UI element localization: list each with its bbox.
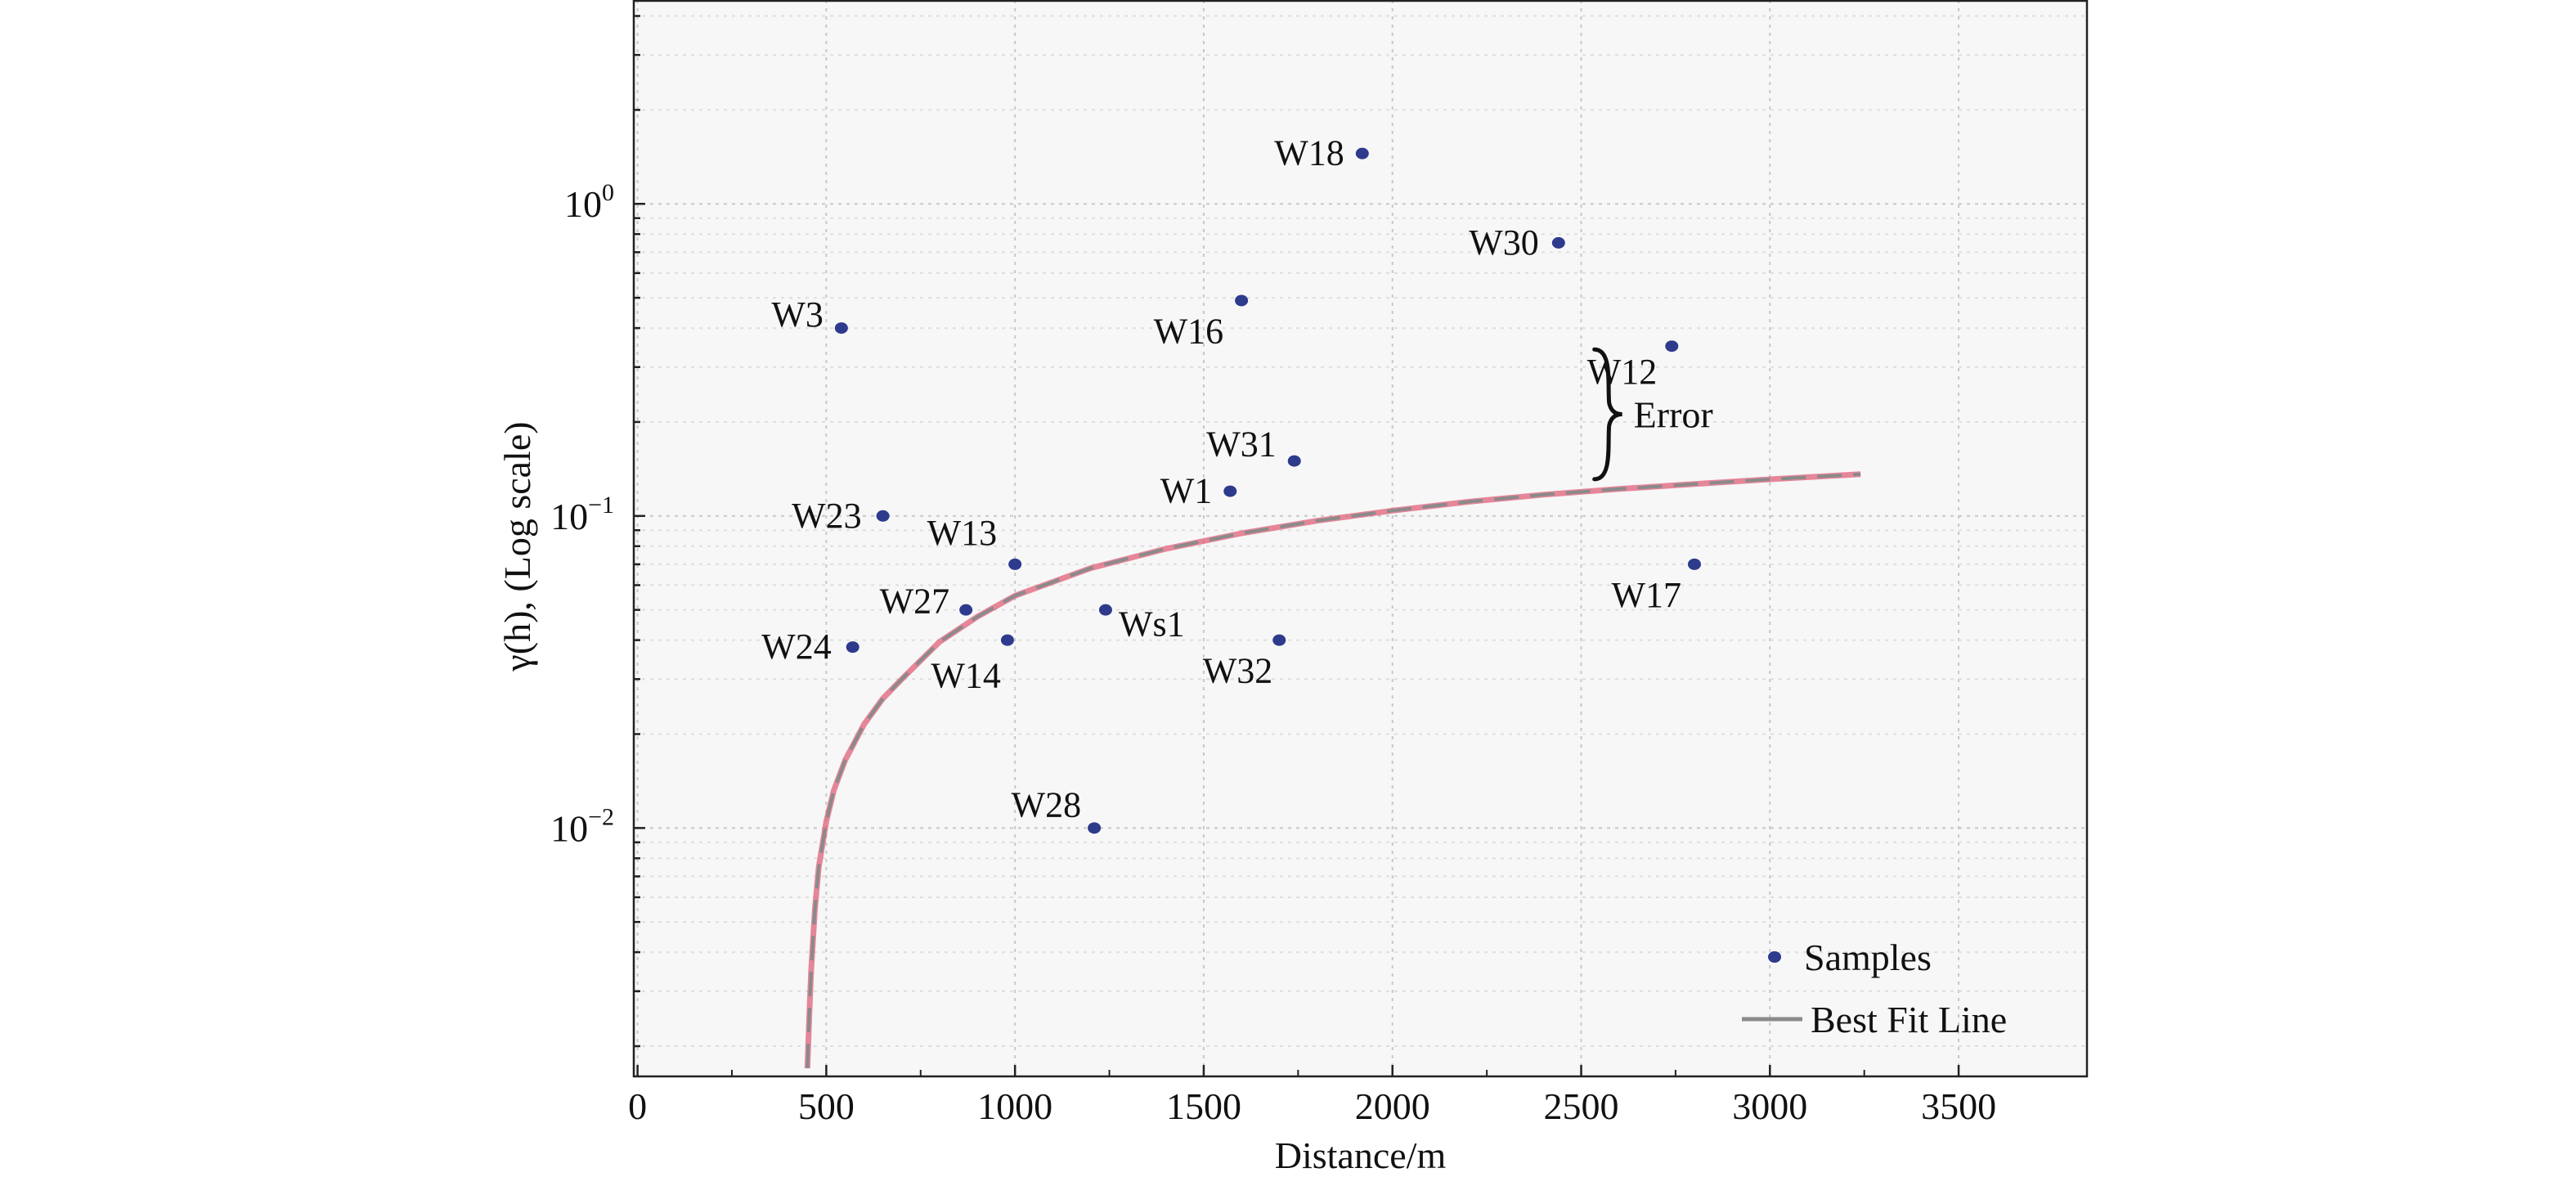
x-tick-label: 1500 xyxy=(1166,1085,1241,1127)
sample-point xyxy=(834,322,848,335)
sample-label: W14 xyxy=(931,656,1001,696)
y-tick-label: 100 xyxy=(564,179,614,225)
error-annotation: Error xyxy=(1592,347,1713,482)
sample-label: W31 xyxy=(1206,425,1277,465)
sample-label: W18 xyxy=(1274,133,1344,173)
sample-point xyxy=(1088,822,1102,834)
sample-label: W24 xyxy=(761,627,832,667)
error-label: Error xyxy=(1634,394,1713,436)
legend-fit-label: Best Fit Line xyxy=(1811,999,2007,1040)
legend: Samples Best Fit Line xyxy=(1742,937,2007,1040)
x-tick-label: 2500 xyxy=(1544,1085,1619,1127)
x-tick-label: 3000 xyxy=(1732,1085,1807,1127)
plot-frame xyxy=(632,0,2089,1078)
x-tick-label: 0 xyxy=(628,1085,647,1127)
grid-lines xyxy=(634,0,2087,1076)
plot-background xyxy=(634,0,2087,1076)
y-tick-label: 10−1 xyxy=(550,492,614,537)
error-brace xyxy=(1592,347,1622,482)
sample-label: W27 xyxy=(880,582,950,622)
sample-label: W32 xyxy=(1203,651,1273,691)
sample-point xyxy=(1287,455,1301,467)
plot-area: W18 W30 W16 W3 W12 W31 W1 W23 W13 W17 W27 Ws1 W14 W32… xyxy=(632,0,2089,1078)
legend-samples-label: Samples xyxy=(1804,937,1932,978)
x-tick-label: 500 xyxy=(798,1085,855,1127)
sample-label: W13 xyxy=(927,513,998,553)
sample-label: W16 xyxy=(1154,311,1224,351)
sample-label: W3 xyxy=(771,294,824,335)
best-fit-line-layer xyxy=(804,471,1861,1069)
sample-point xyxy=(1355,147,1369,159)
sample-label: W12 xyxy=(1587,352,1658,392)
sample-label: W28 xyxy=(1012,784,1082,824)
x-axis-title: Distance/m xyxy=(1275,1134,1447,1176)
sample-point xyxy=(1235,294,1249,307)
sample-label: Ws1 xyxy=(1119,604,1185,645)
sample-point xyxy=(1008,558,1022,570)
sample-label: W1 xyxy=(1160,471,1213,511)
sample-point xyxy=(1223,485,1237,497)
sample-label: W17 xyxy=(1611,575,1681,615)
sample-label: W23 xyxy=(792,496,862,536)
y-axis: 100 10−1 10−2 xyxy=(550,15,645,1048)
sample-point xyxy=(1098,604,1112,616)
x-tick-label: 3500 xyxy=(1921,1085,1996,1127)
x-tick-label: 1000 xyxy=(977,1085,1052,1127)
sample-point xyxy=(959,604,973,616)
best-fit-line xyxy=(806,472,1861,1069)
sample-label: W30 xyxy=(1469,222,1539,263)
sample-point xyxy=(846,641,859,654)
y-axis-title: γ(h), (Log scale) xyxy=(496,421,538,672)
x-tick-label: 2000 xyxy=(1355,1085,1430,1127)
x-axis: 0 500 1000 1500 2000 2500 3000 3500 xyxy=(628,1065,1996,1127)
sample-point xyxy=(1551,236,1565,249)
sample-point xyxy=(876,510,890,522)
sample-point xyxy=(1665,340,1679,353)
sample-point xyxy=(1000,634,1014,646)
legend-samples-marker xyxy=(1768,951,1781,963)
sample-point xyxy=(1272,634,1286,646)
y-tick-label: 10−2 xyxy=(550,803,614,849)
sample-point xyxy=(1687,558,1701,570)
sample-points-layer: W18 W30 W16 W3 W12 W31 W1 W23 W13 W17 W27 Ws1 W14 W32… xyxy=(761,133,1701,834)
